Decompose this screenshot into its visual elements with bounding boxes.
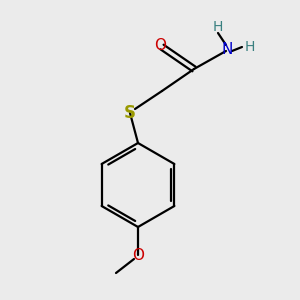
Text: S: S <box>124 104 136 122</box>
Text: H: H <box>213 20 223 34</box>
Text: N: N <box>221 41 233 56</box>
Text: O: O <box>132 248 144 262</box>
Text: O: O <box>154 38 166 52</box>
Text: H: H <box>245 40 255 54</box>
